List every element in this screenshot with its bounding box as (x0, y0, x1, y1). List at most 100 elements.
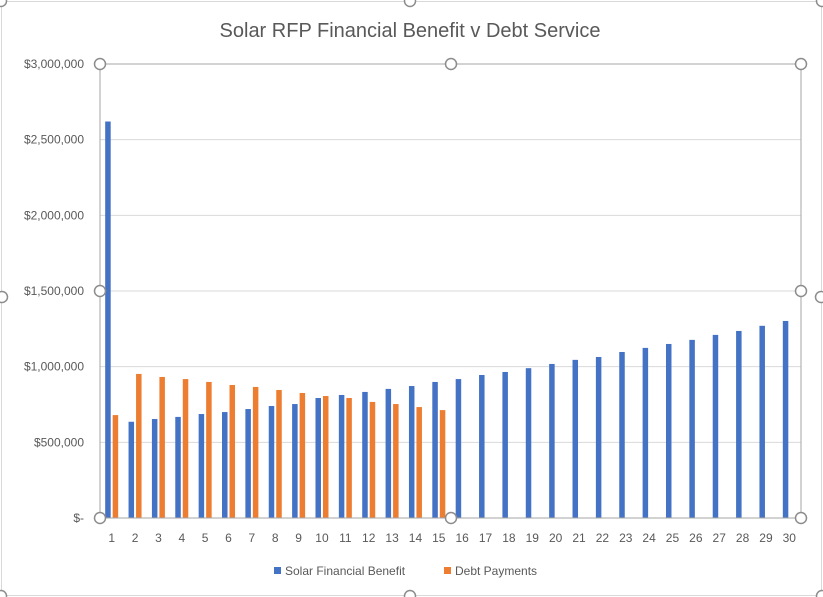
bar-solar-benefit[interactable] (736, 330, 742, 518)
x-tick-label: 23 (619, 531, 633, 545)
bar-solar-benefit[interactable] (222, 412, 228, 518)
bar-solar-benefit[interactable] (408, 386, 415, 518)
legend-label: Debt Payments (455, 564, 537, 578)
resize-handle[interactable] (444, 57, 458, 71)
bar-solar-benefit[interactable] (432, 381, 438, 518)
x-tick-label: 18 (502, 531, 516, 545)
bar-solar-benefit[interactable] (479, 374, 485, 518)
bar-solar-benefit[interactable] (455, 379, 462, 518)
bar-solar-benefit[interactable] (105, 121, 111, 519)
legend-swatch (444, 567, 451, 574)
bar-solar-benefit[interactable] (175, 416, 181, 518)
bar-solar-benefit[interactable] (572, 359, 579, 518)
bar-solar-benefit[interactable] (198, 414, 205, 518)
x-tick-label: 29 (759, 531, 773, 545)
bar-solar-benefit[interactable] (292, 404, 298, 518)
resize-handle[interactable] (444, 511, 458, 525)
resize-handle[interactable] (403, 589, 417, 597)
resize-handle[interactable] (794, 284, 808, 298)
bar-solar-benefit[interactable] (338, 394, 345, 518)
resize-handle[interactable] (0, 0, 8, 8)
bar-debt-payment[interactable] (206, 381, 212, 518)
x-tick-label: 9 (295, 531, 302, 545)
x-tick-label: 4 (178, 531, 185, 545)
x-tick-label: 6 (225, 531, 232, 545)
x-tick-label: 14 (409, 531, 423, 545)
x-tick-label: 21 (572, 531, 586, 545)
resize-handle[interactable] (93, 511, 107, 525)
y-tick-label: $2,500,000 (24, 133, 84, 147)
bar-debt-payment[interactable] (182, 379, 189, 518)
bar-solar-benefit[interactable] (362, 391, 368, 518)
bar-solar-benefit[interactable] (642, 347, 649, 518)
bar-debt-payment[interactable] (322, 396, 329, 518)
bar-solar-benefit[interactable] (712, 334, 719, 518)
bar-solar-benefit[interactable] (665, 343, 672, 518)
bar-solar-benefit[interactable] (549, 363, 555, 518)
bar-debt-payment[interactable] (252, 386, 259, 518)
bar-debt-payment[interactable] (346, 397, 352, 518)
resize-handle[interactable] (794, 511, 808, 525)
bar-debt-payment[interactable] (159, 376, 165, 518)
x-tick-label: 3 (155, 531, 162, 545)
x-tick-label: 5 (202, 531, 209, 545)
resize-handle[interactable] (93, 57, 107, 71)
x-tick-label: 30 (783, 531, 797, 545)
bar-solar-benefit[interactable] (268, 406, 275, 518)
x-tick-label: 16 (456, 531, 470, 545)
x-tick-label: 24 (642, 531, 656, 545)
bar-solar-benefit[interactable] (315, 397, 321, 518)
bar-debt-payment[interactable] (439, 410, 446, 518)
legend-label: Solar Financial Benefit (285, 564, 406, 578)
bar-solar-benefit[interactable] (595, 356, 602, 518)
bar-debt-payment[interactable] (136, 373, 142, 518)
y-tick-label: $1,500,000 (24, 284, 84, 298)
chart-title: Solar RFP Financial Benefit v Debt Servi… (220, 20, 601, 42)
bar-debt-payment[interactable] (276, 389, 282, 518)
bar-solar-benefit[interactable] (502, 371, 508, 518)
x-tick-label: 28 (736, 531, 750, 545)
bar-debt-payment[interactable] (369, 401, 376, 518)
x-tick-label: 20 (549, 531, 563, 545)
x-tick-label: 2 (132, 531, 139, 545)
bar-debt-payment[interactable] (229, 384, 236, 518)
y-tick-label: $2,000,000 (24, 208, 84, 222)
x-tick-label: 15 (432, 531, 446, 545)
resize-handle[interactable] (0, 589, 8, 597)
resize-handle[interactable] (814, 290, 823, 304)
bar-solar-benefit[interactable] (619, 351, 625, 518)
bar-solar-benefit[interactable] (385, 388, 392, 518)
bar-solar-benefit[interactable] (128, 421, 135, 518)
x-tick-label: 25 (666, 531, 680, 545)
resize-handle[interactable] (93, 284, 107, 298)
bar-solar-benefit[interactable] (759, 325, 765, 518)
x-tick-label: 22 (596, 531, 610, 545)
y-tick-label: $- (73, 511, 84, 525)
bar-solar-benefit[interactable] (525, 368, 532, 518)
resize-handle[interactable] (403, 0, 417, 8)
bar-debt-payment[interactable] (393, 404, 399, 518)
resize-handle[interactable] (815, 0, 823, 8)
bar-solar-benefit[interactable] (151, 419, 158, 518)
bar-solar-benefit[interactable] (689, 339, 695, 518)
bar-solar-benefit[interactable] (782, 320, 789, 518)
bar-debt-payment[interactable] (299, 392, 306, 518)
x-tick-label: 19 (526, 531, 540, 545)
legend-swatch (274, 567, 281, 574)
y-tick-label: $1,000,000 (24, 360, 84, 374)
bar-debt-payment[interactable] (112, 415, 119, 518)
x-tick-label: 26 (689, 531, 703, 545)
y-tick-label: $500,000 (34, 435, 84, 449)
x-tick-label: 17 (479, 531, 493, 545)
x-tick-label: 13 (385, 531, 399, 545)
x-tick-label: 27 (713, 531, 727, 545)
bar-debt-payment[interactable] (416, 407, 422, 518)
bar-solar-benefit[interactable] (245, 409, 251, 518)
x-tick-label: 1 (108, 531, 115, 545)
x-tick-label: 12 (362, 531, 376, 545)
resize-handle[interactable] (0, 290, 9, 304)
resize-handle[interactable] (794, 57, 808, 71)
resize-handle[interactable] (815, 589, 823, 597)
x-tick-label: 11 (339, 531, 352, 545)
